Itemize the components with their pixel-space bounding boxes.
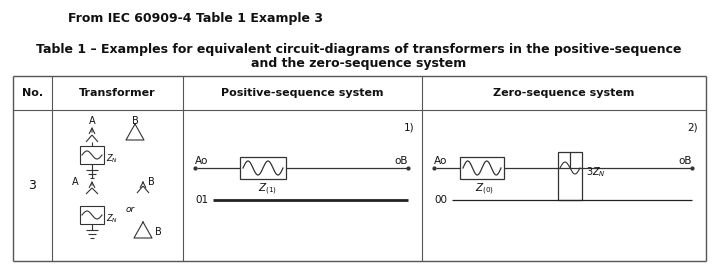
Text: A: A (88, 116, 96, 126)
Text: A: A (72, 177, 78, 187)
Text: $3Z_N$: $3Z_N$ (586, 165, 606, 179)
Text: B: B (148, 177, 155, 187)
Text: $Z_N$: $Z_N$ (106, 153, 118, 165)
Text: 01: 01 (195, 195, 208, 205)
Text: 3: 3 (29, 179, 37, 192)
Text: $Z_{(0)}$: $Z_{(0)}$ (475, 182, 493, 197)
Text: 00: 00 (434, 195, 447, 205)
Text: Transformer: Transformer (79, 88, 156, 98)
Bar (558, 152, 582, 200)
Bar (80, 206, 104, 224)
Text: or: or (125, 205, 134, 215)
Text: B: B (132, 116, 138, 126)
Text: oB: oB (395, 156, 408, 166)
Text: Ao: Ao (195, 156, 209, 166)
Text: Ao: Ao (434, 156, 447, 166)
Text: and the zero-sequence system: and the zero-sequence system (252, 57, 467, 70)
Text: $Z_N$: $Z_N$ (106, 213, 118, 225)
Text: $Z_{(1)}$: $Z_{(1)}$ (257, 182, 277, 197)
Text: 2): 2) (687, 122, 698, 132)
Text: B: B (155, 227, 162, 237)
Text: Table 1 – Examples for equivalent circuit-diagrams of transformers in the positi: Table 1 – Examples for equivalent circui… (36, 43, 682, 56)
Text: 1): 1) (403, 122, 414, 132)
Text: Zero-sequence system: Zero-sequence system (493, 88, 635, 98)
Text: From IEC 60909-4 Table 1 Example 3: From IEC 60909-4 Table 1 Example 3 (68, 12, 323, 25)
Bar (240, 157, 286, 179)
Bar (80, 146, 104, 164)
Bar (460, 157, 504, 179)
Text: Positive-sequence system: Positive-sequence system (221, 88, 384, 98)
Text: oB: oB (679, 156, 692, 166)
Text: No.: No. (22, 88, 43, 98)
